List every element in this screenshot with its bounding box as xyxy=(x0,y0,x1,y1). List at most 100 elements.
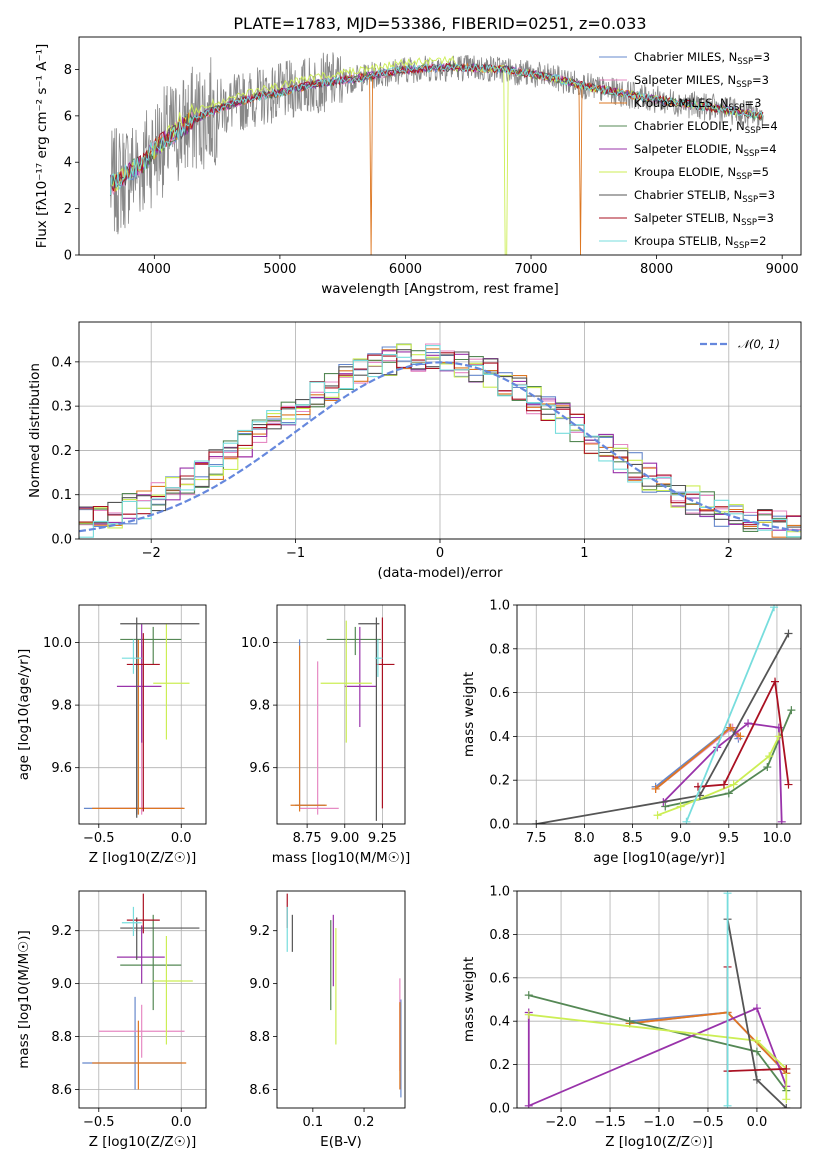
data-point-marker xyxy=(726,723,735,732)
x-axis-label: E(B-V) xyxy=(320,1134,362,1150)
y-tick-label: 0.2 xyxy=(489,1058,510,1073)
y-tick-label: 0.2 xyxy=(489,774,510,789)
x-tick-label: 7.5 xyxy=(526,831,547,846)
y-tick-label: 0 xyxy=(64,249,72,264)
x-tick-label: −2 xyxy=(142,546,161,561)
data-point-marker xyxy=(763,763,772,772)
mass-weight-line xyxy=(527,1007,788,1108)
legend-label: 𝒩(0, 1) xyxy=(738,337,780,351)
x-axis-label: Z [log10(Z/Z☉)] xyxy=(89,1134,197,1150)
data-point-marker xyxy=(653,811,662,820)
y-tick-label: 4 xyxy=(64,156,72,171)
data-point-marker xyxy=(524,1101,533,1108)
data-point-marker xyxy=(682,817,691,824)
y-tick-label: 2 xyxy=(64,202,72,217)
x-axis-label: age [log10(age/yr)] xyxy=(593,850,725,866)
x-tick-label: 0.2 xyxy=(354,1115,375,1130)
data-point-marker xyxy=(724,789,733,798)
data-point-marker xyxy=(787,706,796,715)
data-point-marker xyxy=(651,784,660,793)
data-point-marker xyxy=(784,780,793,789)
chart-spectrum: 4000 5000 6000 7000 8000 9000 0 2 4 6 8 wavelength … xyxy=(34,36,802,297)
plot-area xyxy=(524,891,791,1108)
legend-count: =3 xyxy=(758,188,775,202)
y-tick-label: 1.0 xyxy=(489,599,510,614)
y-tick-label: 8.6 xyxy=(249,1083,270,1098)
y-tick-label: 9.6 xyxy=(249,761,270,776)
x-tick-label: 0 xyxy=(436,546,444,561)
x-tick-label: 9.25 xyxy=(368,831,397,846)
x-tick-label: 9.00 xyxy=(330,831,359,846)
x-tick-label: 9.0 xyxy=(670,831,691,846)
observed-spectrum xyxy=(110,52,764,235)
y-tick-label: 0.0 xyxy=(51,533,72,548)
mass-weight-line xyxy=(528,994,788,1092)
y-tick-label: 9.8 xyxy=(249,699,270,714)
y-tick-label: 0.6 xyxy=(489,686,510,701)
grid xyxy=(277,605,405,824)
grid xyxy=(79,891,206,1108)
x-tick-label: 2 xyxy=(725,546,733,561)
chart-age_vs_Z: −0.5 0.0 9.6 9.8 10.0 Z [log10(Z/Z☉)] age [log… xyxy=(16,604,207,866)
x-tick-label: 4000 xyxy=(138,262,171,277)
data-point-marker xyxy=(676,802,685,811)
x-axis-label: Z [log10(Z/Z☉)] xyxy=(605,1134,713,1150)
x-tick-label: 5000 xyxy=(263,262,296,277)
x-tick-label: −0.5 xyxy=(83,1115,115,1130)
legend-subscript: SSP xyxy=(744,149,760,159)
legend-count: =3 xyxy=(744,96,761,110)
y-tick-label: 9.2 xyxy=(249,924,270,939)
axes-frame xyxy=(78,36,802,256)
legend-count: =5 xyxy=(752,165,769,179)
y-tick-label: 8.6 xyxy=(51,1083,72,1098)
model-spectrum xyxy=(109,62,764,196)
legend-label: Chabrier MILES, NSSP=3 xyxy=(634,50,770,67)
y-tick-label: 10.0 xyxy=(43,636,72,651)
x-tick-label: 9000 xyxy=(766,262,799,277)
data-point-marker xyxy=(770,605,779,612)
axes-frame xyxy=(78,890,207,1109)
legend-subscript: SSP xyxy=(742,195,758,205)
x-tick-label: −1.0 xyxy=(643,1115,675,1130)
chart-weight_vs_age: 7.5 8.0 8.5 9.0 9.5 10.0 0.0 0.2 0.4 0.6 0.8 1.0 age… xyxy=(461,599,802,866)
legend-subscript: SSP xyxy=(737,57,753,67)
model-spectrum xyxy=(110,62,764,255)
data-point-marker xyxy=(744,719,753,728)
legend-label: Chabrier ELODIE, NSSP=4 xyxy=(634,119,778,136)
mass-weight-line xyxy=(697,678,790,788)
y-tick-label: 9.8 xyxy=(51,699,72,714)
mass-weight-line xyxy=(528,1013,788,1100)
x-tick-label: 0.0 xyxy=(747,1115,768,1130)
axes-frame xyxy=(276,604,406,825)
x-tick-label: −2.0 xyxy=(545,1115,577,1130)
data-point-marker xyxy=(736,732,745,741)
grid xyxy=(79,605,206,824)
y-axis-label: Normed distribution xyxy=(27,363,43,498)
data-point-marker xyxy=(782,1095,791,1104)
x-tick-label: 6000 xyxy=(389,262,422,277)
y-axis-label: mass weight xyxy=(461,957,477,1042)
y-tick-label: 0.2 xyxy=(51,444,72,459)
data-point-marker xyxy=(752,1004,761,1013)
y-tick-label: 1.0 xyxy=(489,885,510,900)
y-tick-label: 10.0 xyxy=(241,636,270,651)
y-axis-label: mass [log10(M/M☉)] xyxy=(16,930,32,1069)
x-tick-label: 1 xyxy=(580,546,588,561)
y-tick-label: 0.8 xyxy=(489,642,510,657)
legend-label: Salpeter STELIB, NSSP=3 xyxy=(634,211,774,228)
x-tick-label: 8.75 xyxy=(293,831,322,846)
x-tick-label: 9.5 xyxy=(718,831,739,846)
data-point-marker xyxy=(661,802,670,811)
data-point-marker xyxy=(782,1064,791,1073)
legend-subscript: SSP xyxy=(736,80,752,90)
x-tick-label: 8000 xyxy=(640,262,673,277)
y-tick-label: 8.8 xyxy=(249,1030,270,1045)
data-point-marker xyxy=(784,629,793,638)
axes-frame xyxy=(276,890,406,1109)
y-tick-label: 0.8 xyxy=(489,928,510,943)
legend-subscript: SSP xyxy=(736,172,752,182)
legend-count: =3 xyxy=(753,50,770,64)
x-tick-label: −1.5 xyxy=(594,1115,626,1130)
plot-area xyxy=(532,605,796,824)
x-tick-label: 10.0 xyxy=(762,831,791,846)
